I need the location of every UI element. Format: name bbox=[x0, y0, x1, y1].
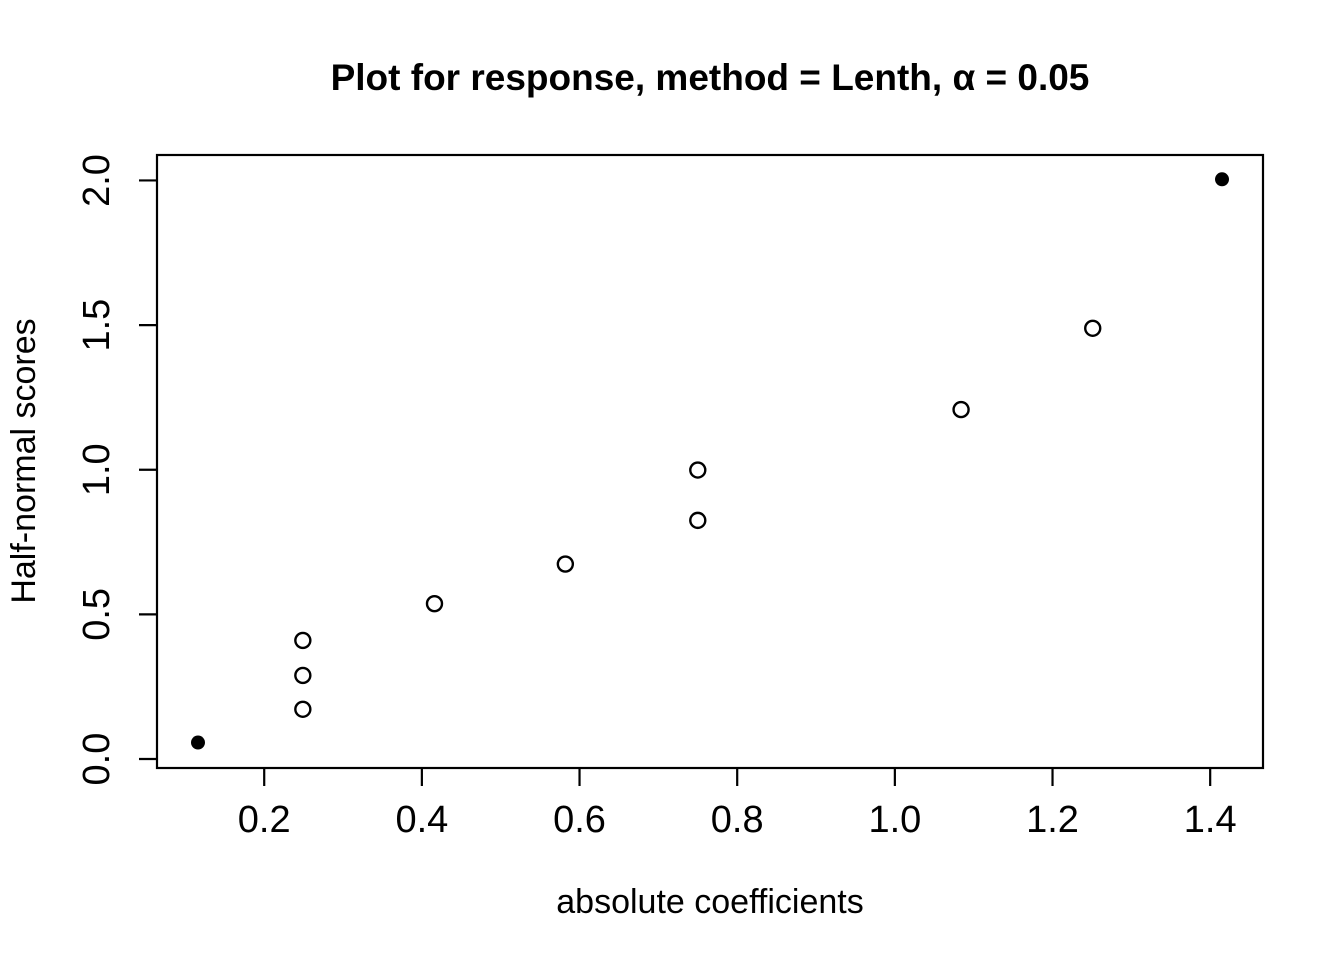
chart-title: Plot for response, method = Lenth, α = 0… bbox=[331, 57, 1090, 98]
data-point-open bbox=[952, 400, 970, 419]
data-point-open bbox=[294, 700, 312, 718]
y-tick-label: 2.0 bbox=[76, 154, 118, 207]
y-tick-label: 1.0 bbox=[76, 443, 118, 496]
y-tick-label: 0.0 bbox=[76, 733, 118, 786]
x-axis-label: absolute coefficients bbox=[556, 883, 863, 921]
x-axis: 0.2 0.4 0.6 0.8 1.0 1.2 1.4 bbox=[238, 768, 1237, 841]
data-point-filled bbox=[190, 735, 205, 750]
x-tick-label: 1.2 bbox=[1026, 799, 1079, 841]
x-tick-label: 0.4 bbox=[395, 799, 448, 841]
data-point-open bbox=[425, 594, 444, 613]
x-tick-label: 1.0 bbox=[868, 799, 921, 841]
plot-border bbox=[155, 153, 1265, 770]
x-tick-label: 0.8 bbox=[711, 799, 764, 841]
y-tick-label: 1.5 bbox=[76, 299, 118, 352]
data-point-open bbox=[1084, 319, 1102, 337]
x-tick-label: 0.6 bbox=[553, 799, 606, 841]
data-point-open bbox=[294, 666, 312, 685]
data-point-open bbox=[294, 631, 312, 650]
data-point-open bbox=[689, 511, 707, 530]
points-group bbox=[190, 172, 1230, 750]
data-point-open bbox=[689, 461, 707, 479]
data-point-open bbox=[556, 555, 575, 573]
x-tick-label: 1.4 bbox=[1184, 799, 1237, 841]
y-axis: 0.0 0.5 1.0 1.5 2.0 bbox=[76, 154, 157, 785]
y-tick-label: 0.5 bbox=[76, 588, 118, 641]
x-tick-label: 0.2 bbox=[238, 799, 291, 841]
y-axis-label: Half-normal scores bbox=[5, 318, 43, 603]
data-point-filled bbox=[1215, 172, 1230, 187]
